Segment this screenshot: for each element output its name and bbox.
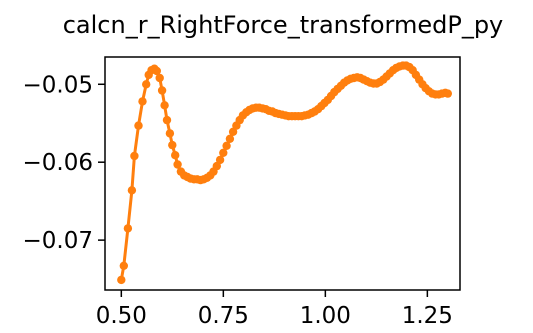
data-point bbox=[142, 80, 150, 88]
data-point bbox=[156, 74, 164, 82]
data-point bbox=[171, 151, 179, 159]
x-tick-label: 1.25 bbox=[402, 303, 453, 329]
data-point bbox=[128, 186, 136, 194]
x-tick-label: 0.75 bbox=[198, 303, 249, 329]
data-point bbox=[168, 141, 176, 149]
chart-title: calcn_r_RightForce_transformedP_py bbox=[63, 11, 504, 39]
data-point bbox=[166, 129, 174, 137]
x-tick-label: 1.00 bbox=[300, 303, 351, 329]
data-point bbox=[160, 101, 168, 109]
data-point bbox=[124, 224, 132, 232]
y-tick-label: −0.07 bbox=[23, 228, 93, 254]
y-tick-label: −0.05 bbox=[23, 72, 93, 98]
data-point bbox=[130, 152, 138, 160]
data-point bbox=[138, 97, 146, 105]
data-point bbox=[163, 116, 171, 124]
data-point bbox=[444, 89, 452, 97]
x-tick-label: 0.50 bbox=[96, 303, 147, 329]
series-line bbox=[121, 66, 448, 280]
data-point bbox=[120, 262, 128, 270]
data-point bbox=[134, 121, 142, 129]
data-point bbox=[117, 276, 125, 284]
series-layer bbox=[117, 61, 452, 284]
data-point bbox=[158, 86, 166, 94]
y-tick-label: −0.06 bbox=[23, 150, 93, 176]
